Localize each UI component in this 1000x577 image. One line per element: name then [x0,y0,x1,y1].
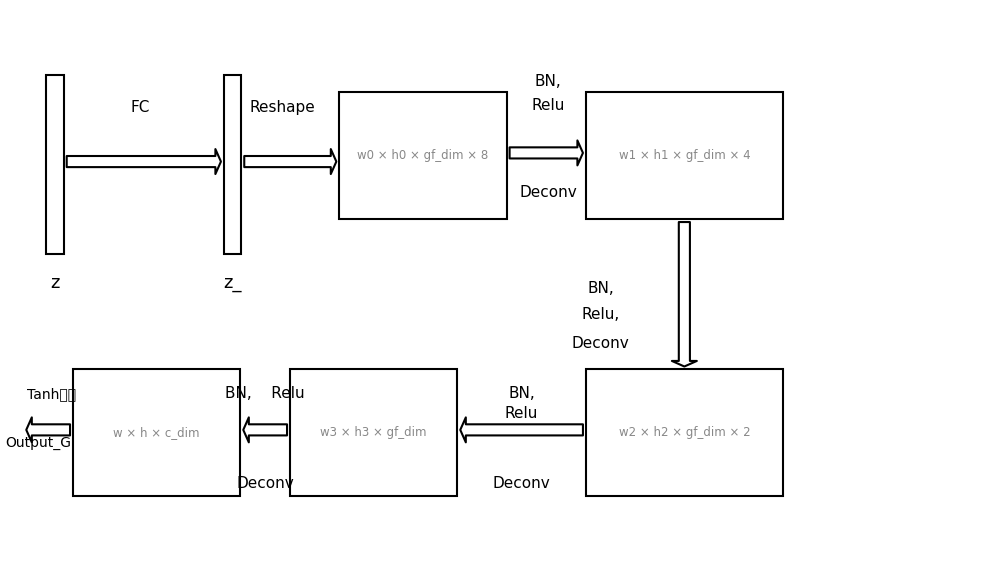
Text: FC: FC [130,100,150,115]
Text: BN,    Relu: BN, Relu [225,386,305,401]
Text: Tanh（）: Tanh（） [27,387,76,401]
FancyBboxPatch shape [224,75,241,254]
FancyBboxPatch shape [290,369,457,496]
FancyBboxPatch shape [339,92,507,219]
Text: Deconv: Deconv [493,476,550,491]
Text: Relu: Relu [505,406,538,421]
Text: BN,: BN, [535,74,562,89]
Text: w3 × h3 × gf_dim: w3 × h3 × gf_dim [320,426,427,439]
Text: z_: z_ [223,274,242,292]
Text: Reshape: Reshape [249,100,315,115]
Text: Relu,: Relu, [581,307,620,322]
Text: w0 × h0 × gf_dim × 8: w0 × h0 × gf_dim × 8 [357,149,489,162]
Text: w2 × h2 × gf_dim × 2: w2 × h2 × gf_dim × 2 [619,426,750,439]
Text: BN,: BN, [587,281,614,296]
Text: Deconv: Deconv [236,476,294,491]
Text: Relu: Relu [532,98,565,113]
Text: Deconv: Deconv [572,336,629,351]
Text: z: z [50,274,60,292]
FancyBboxPatch shape [73,369,240,496]
FancyBboxPatch shape [586,369,783,496]
Text: Output_G: Output_G [5,436,71,450]
FancyBboxPatch shape [586,92,783,219]
Text: w × h × c_dim: w × h × c_dim [113,426,200,439]
Text: Deconv: Deconv [519,185,577,200]
FancyBboxPatch shape [46,75,64,254]
Text: BN,: BN, [508,386,535,401]
Text: w1 × h1 × gf_dim × 4: w1 × h1 × gf_dim × 4 [619,149,750,162]
